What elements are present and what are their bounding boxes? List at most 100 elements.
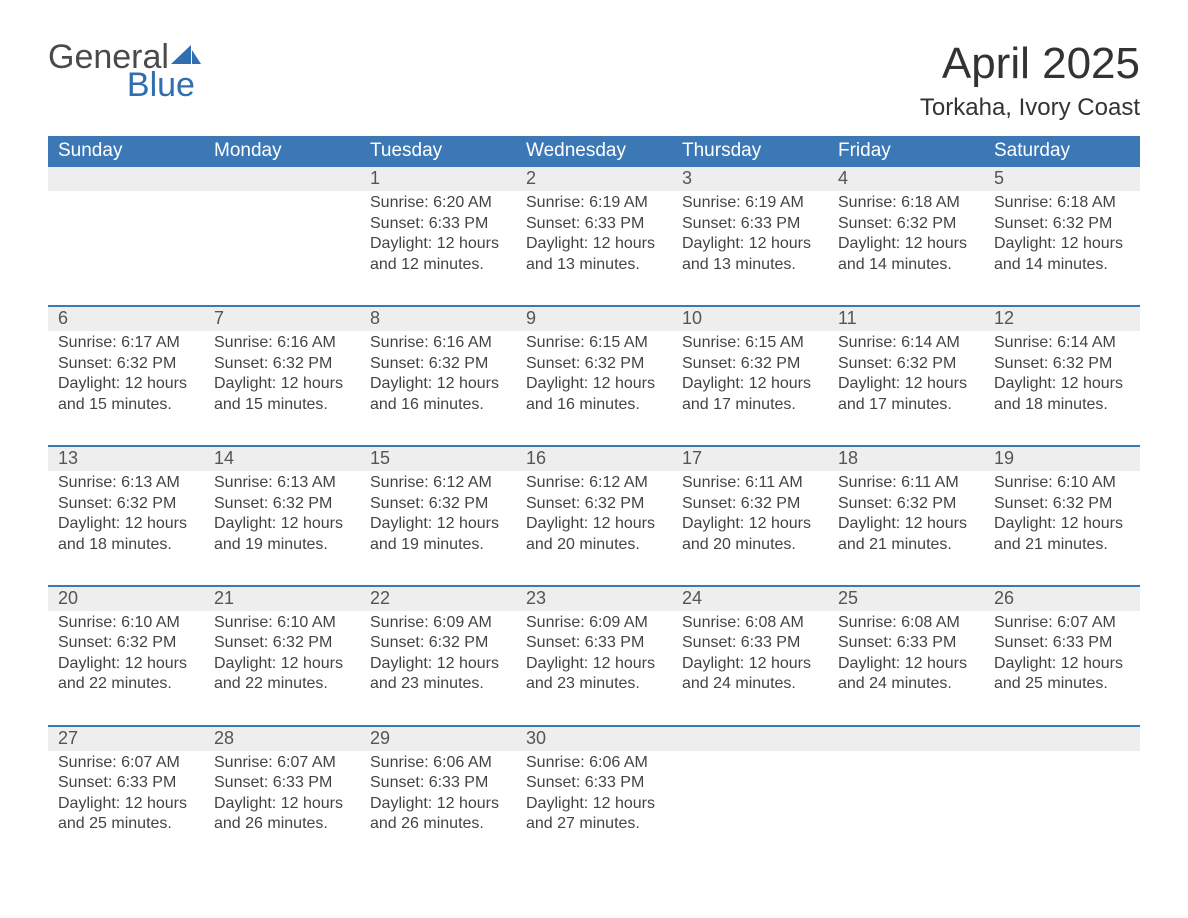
day-cell: 19Sunrise: 6:10 AMSunset: 6:32 PMDayligh…	[984, 447, 1140, 569]
sunset-text: Sunset: 6:33 PM	[370, 214, 506, 234]
day-cell	[204, 167, 360, 289]
day-header-cell: Thursday	[672, 136, 828, 167]
brand-logo: General Blue	[48, 40, 201, 102]
day-number: 27	[48, 727, 204, 751]
day-cell: 17Sunrise: 6:11 AMSunset: 6:32 PMDayligh…	[672, 447, 828, 569]
sunrise-text: Sunrise: 6:16 AM	[370, 333, 506, 353]
sunset-text: Sunset: 6:32 PM	[58, 494, 194, 514]
day-cell: 24Sunrise: 6:08 AMSunset: 6:33 PMDayligh…	[672, 587, 828, 709]
sunrise-text: Sunrise: 6:09 AM	[370, 613, 506, 633]
sunset-text: Sunset: 6:32 PM	[838, 214, 974, 234]
sunset-text: Sunset: 6:32 PM	[838, 494, 974, 514]
day-cell: 22Sunrise: 6:09 AMSunset: 6:32 PMDayligh…	[360, 587, 516, 709]
day-cell: 23Sunrise: 6:09 AMSunset: 6:33 PMDayligh…	[516, 587, 672, 709]
day-body: Sunrise: 6:18 AMSunset: 6:32 PMDaylight:…	[828, 191, 984, 275]
day-cell: 7Sunrise: 6:16 AMSunset: 6:32 PMDaylight…	[204, 307, 360, 429]
sunset-text: Sunset: 6:32 PM	[682, 354, 818, 374]
sunset-text: Sunset: 6:32 PM	[370, 494, 506, 514]
sunset-text: Sunset: 6:33 PM	[526, 773, 662, 793]
day-number: 4	[828, 167, 984, 191]
day-body: Sunrise: 6:14 AMSunset: 6:32 PMDaylight:…	[984, 331, 1140, 415]
day-number: 24	[672, 587, 828, 611]
week-row: 20Sunrise: 6:10 AMSunset: 6:32 PMDayligh…	[48, 585, 1140, 709]
daylight-text: Daylight: 12 hours and 17 minutes.	[838, 374, 974, 415]
sunset-text: Sunset: 6:32 PM	[994, 214, 1130, 234]
sunrise-text: Sunrise: 6:20 AM	[370, 193, 506, 213]
sunset-text: Sunset: 6:32 PM	[370, 354, 506, 374]
sunset-text: Sunset: 6:32 PM	[526, 354, 662, 374]
day-cell: 18Sunrise: 6:11 AMSunset: 6:32 PMDayligh…	[828, 447, 984, 569]
day-body: Sunrise: 6:12 AMSunset: 6:32 PMDaylight:…	[516, 471, 672, 555]
sunset-text: Sunset: 6:33 PM	[994, 633, 1130, 653]
daylight-text: Daylight: 12 hours and 19 minutes.	[214, 514, 350, 555]
day-number: 19	[984, 447, 1140, 471]
sunrise-text: Sunrise: 6:18 AM	[838, 193, 974, 213]
sunset-text: Sunset: 6:32 PM	[58, 633, 194, 653]
day-cell: 13Sunrise: 6:13 AMSunset: 6:32 PMDayligh…	[48, 447, 204, 569]
day-body: Sunrise: 6:16 AMSunset: 6:32 PMDaylight:…	[204, 331, 360, 415]
day-body: Sunrise: 6:12 AMSunset: 6:32 PMDaylight:…	[360, 471, 516, 555]
sunset-text: Sunset: 6:32 PM	[370, 633, 506, 653]
sunset-text: Sunset: 6:32 PM	[682, 494, 818, 514]
day-cell: 5Sunrise: 6:18 AMSunset: 6:32 PMDaylight…	[984, 167, 1140, 289]
sunset-text: Sunset: 6:32 PM	[526, 494, 662, 514]
sunrise-text: Sunrise: 6:11 AM	[838, 473, 974, 493]
day-body: Sunrise: 6:10 AMSunset: 6:32 PMDaylight:…	[984, 471, 1140, 555]
day-body: Sunrise: 6:08 AMSunset: 6:33 PMDaylight:…	[828, 611, 984, 695]
daylight-text: Daylight: 12 hours and 23 minutes.	[526, 654, 662, 695]
sunrise-text: Sunrise: 6:10 AM	[994, 473, 1130, 493]
sunrise-text: Sunrise: 6:10 AM	[58, 613, 194, 633]
day-number	[48, 167, 204, 191]
sunset-text: Sunset: 6:32 PM	[994, 494, 1130, 514]
sunrise-text: Sunrise: 6:09 AM	[526, 613, 662, 633]
day-body: Sunrise: 6:20 AMSunset: 6:33 PMDaylight:…	[360, 191, 516, 275]
day-number: 10	[672, 307, 828, 331]
daylight-text: Daylight: 12 hours and 13 minutes.	[682, 234, 818, 275]
sunrise-text: Sunrise: 6:17 AM	[58, 333, 194, 353]
day-body: Sunrise: 6:18 AMSunset: 6:32 PMDaylight:…	[984, 191, 1140, 275]
daylight-text: Daylight: 12 hours and 26 minutes.	[214, 794, 350, 835]
sunrise-text: Sunrise: 6:07 AM	[58, 753, 194, 773]
day-number: 15	[360, 447, 516, 471]
day-number	[204, 167, 360, 191]
day-header-cell: Wednesday	[516, 136, 672, 167]
day-number: 12	[984, 307, 1140, 331]
daylight-text: Daylight: 12 hours and 23 minutes.	[370, 654, 506, 695]
day-body: Sunrise: 6:07 AMSunset: 6:33 PMDaylight:…	[984, 611, 1140, 695]
day-body: Sunrise: 6:09 AMSunset: 6:32 PMDaylight:…	[360, 611, 516, 695]
day-number	[828, 727, 984, 751]
week-row: 13Sunrise: 6:13 AMSunset: 6:32 PMDayligh…	[48, 445, 1140, 569]
day-cell: 3Sunrise: 6:19 AMSunset: 6:33 PMDaylight…	[672, 167, 828, 289]
sunset-text: Sunset: 6:33 PM	[526, 633, 662, 653]
day-body	[204, 191, 360, 271]
sunrise-text: Sunrise: 6:14 AM	[838, 333, 974, 353]
sunset-text: Sunset: 6:32 PM	[214, 494, 350, 514]
day-number: 11	[828, 307, 984, 331]
day-number: 28	[204, 727, 360, 751]
day-header-row: SundayMondayTuesdayWednesdayThursdayFrid…	[48, 136, 1140, 167]
day-number: 14	[204, 447, 360, 471]
daylight-text: Daylight: 12 hours and 17 minutes.	[682, 374, 818, 415]
sunrise-text: Sunrise: 6:07 AM	[994, 613, 1130, 633]
sunset-text: Sunset: 6:33 PM	[838, 633, 974, 653]
day-cell	[828, 727, 984, 849]
day-body: Sunrise: 6:19 AMSunset: 6:33 PMDaylight:…	[672, 191, 828, 275]
sunrise-text: Sunrise: 6:18 AM	[994, 193, 1130, 213]
day-number: 25	[828, 587, 984, 611]
week-row: 6Sunrise: 6:17 AMSunset: 6:32 PMDaylight…	[48, 305, 1140, 429]
day-number: 7	[204, 307, 360, 331]
sunrise-text: Sunrise: 6:06 AM	[370, 753, 506, 773]
day-body	[828, 751, 984, 831]
day-header-cell: Monday	[204, 136, 360, 167]
sunrise-text: Sunrise: 6:14 AM	[994, 333, 1130, 353]
daylight-text: Daylight: 12 hours and 25 minutes.	[58, 794, 194, 835]
day-body: Sunrise: 6:06 AMSunset: 6:33 PMDaylight:…	[360, 751, 516, 835]
day-cell: 10Sunrise: 6:15 AMSunset: 6:32 PMDayligh…	[672, 307, 828, 429]
daylight-text: Daylight: 12 hours and 21 minutes.	[838, 514, 974, 555]
daylight-text: Daylight: 12 hours and 15 minutes.	[58, 374, 194, 415]
day-body: Sunrise: 6:13 AMSunset: 6:32 PMDaylight:…	[204, 471, 360, 555]
day-body: Sunrise: 6:16 AMSunset: 6:32 PMDaylight:…	[360, 331, 516, 415]
day-body: Sunrise: 6:19 AMSunset: 6:33 PMDaylight:…	[516, 191, 672, 275]
daylight-text: Daylight: 12 hours and 24 minutes.	[838, 654, 974, 695]
location-label: Torkaha, Ivory Coast	[920, 94, 1140, 122]
